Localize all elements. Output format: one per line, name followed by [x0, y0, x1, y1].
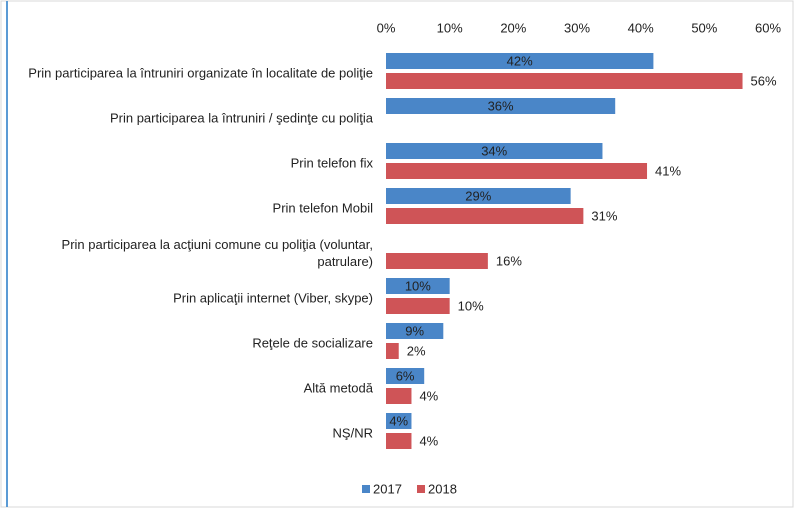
x-tick-label: 10% [437, 20, 463, 35]
bar [386, 73, 743, 89]
value-label: 31% [591, 208, 617, 223]
x-tick-label: 40% [628, 20, 654, 35]
value-label: 4% [389, 413, 408, 428]
bar [386, 163, 648, 179]
bar [386, 53, 654, 69]
category-label: Prin telefon fix [290, 155, 373, 170]
legend-label: 2017 [373, 481, 402, 496]
bar [386, 278, 450, 294]
bar [386, 343, 399, 359]
value-label: 41% [655, 163, 681, 178]
bar [386, 253, 488, 269]
value-label: 2% [407, 343, 426, 358]
x-tick-label: 0% [377, 20, 396, 35]
value-label: 6% [396, 368, 415, 383]
bar [386, 323, 444, 339]
category-label: Prin participarea la întruniri organizat… [28, 65, 373, 80]
x-tick-label: 50% [691, 20, 717, 35]
value-label: 9% [405, 323, 424, 338]
bar [386, 298, 450, 314]
bar [386, 413, 412, 429]
value-label: 10% [405, 278, 431, 293]
bar [386, 368, 425, 384]
value-label: 10% [458, 298, 484, 313]
value-label: 42% [507, 53, 533, 68]
x-tick-label: 60% [755, 20, 781, 35]
category-label: Altă metodă [303, 380, 373, 395]
category-label: Prin participarea la întruniri / şedinţe… [109, 110, 373, 125]
x-tick-label: 20% [500, 20, 526, 35]
bar [386, 208, 584, 224]
value-label: 29% [465, 188, 491, 203]
legend-swatch [417, 485, 425, 493]
bar [386, 188, 571, 204]
legend-swatch [362, 485, 370, 493]
value-label: 34% [481, 143, 507, 158]
value-label: 4% [419, 433, 438, 448]
category-label: Prin aplicaţii internet (Viber, skype) [173, 290, 373, 305]
x-tick-label: 30% [564, 20, 590, 35]
bar [386, 143, 603, 159]
category-label: NŞ/NR [332, 425, 373, 440]
bar [386, 98, 616, 114]
category-label: Prin participarea la acţiuni comune cu p… [61, 236, 373, 269]
bar [386, 388, 412, 404]
value-label: 4% [419, 388, 438, 403]
category-label: Prin telefon Mobil [272, 200, 373, 215]
bar [386, 433, 412, 449]
category-label: Reţele de socializare [252, 335, 373, 350]
value-label: 36% [488, 98, 514, 113]
legend-label: 2018 [428, 481, 457, 496]
value-label: 16% [496, 253, 522, 268]
value-label: 56% [751, 73, 777, 88]
